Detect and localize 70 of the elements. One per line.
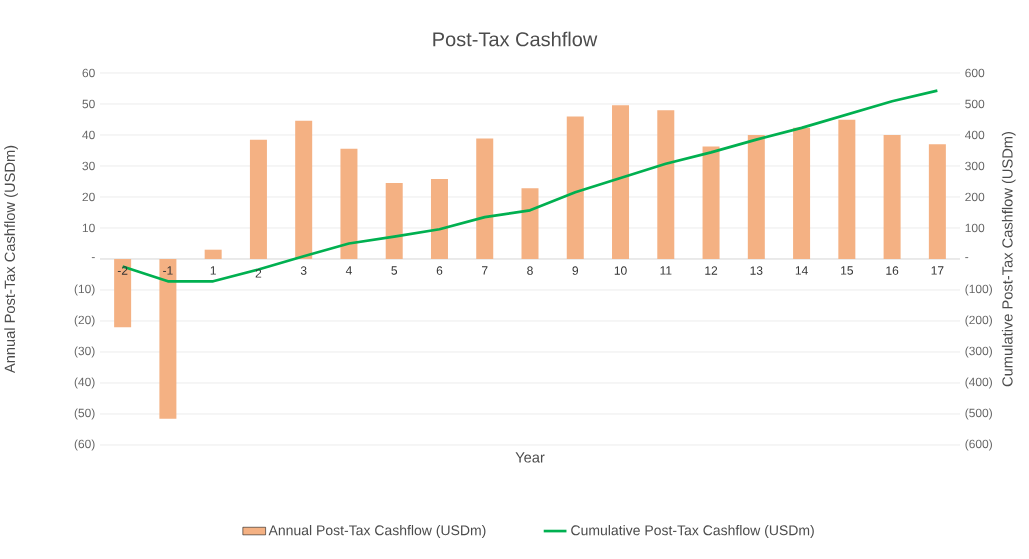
y-tick-label: (10) bbox=[74, 284, 95, 296]
x-tick-label: 10 bbox=[614, 266, 627, 275]
bar bbox=[612, 105, 630, 259]
bar bbox=[114, 258, 132, 328]
y2-tick-label: 300 bbox=[965, 161, 985, 171]
y-tick-label: 60 bbox=[82, 68, 95, 78]
x-tick-label: 15 bbox=[841, 266, 854, 275]
y-tick-label: 20 bbox=[82, 192, 95, 202]
y-tick-label: 40 bbox=[82, 130, 95, 140]
x-tick-label: 6 bbox=[436, 266, 443, 275]
bar bbox=[249, 139, 267, 259]
y-axis-title: Annual Post-Tax Cashflow (USDm) bbox=[4, 145, 18, 374]
x-tick-label: 5 bbox=[391, 266, 398, 275]
bar bbox=[657, 110, 675, 259]
y2-tick-label: 100 bbox=[965, 223, 985, 233]
x-tick-label: 14 bbox=[795, 266, 808, 275]
bar bbox=[159, 258, 177, 419]
legend-label: Annual Post-Tax Cashflow (USDm) bbox=[268, 524, 486, 539]
x-tick-label: 11 bbox=[660, 266, 672, 275]
y2-tick-label: (200) bbox=[965, 315, 992, 327]
y2-axis-title: Cumulative Post-Tax Cashflow (USDm) bbox=[1001, 131, 1016, 387]
bar bbox=[430, 179, 448, 259]
y2-tick-label: (600) bbox=[965, 439, 992, 451]
x-tick-label: -2 bbox=[117, 266, 128, 275]
bar bbox=[928, 144, 946, 259]
bar bbox=[385, 183, 403, 259]
x-tick-label: 3 bbox=[300, 266, 307, 275]
bar bbox=[204, 249, 222, 259]
bar bbox=[566, 116, 584, 259]
y2-tick-label: (500) bbox=[965, 408, 992, 420]
x-tick-label: 13 bbox=[750, 266, 763, 275]
x-tick-label: 12 bbox=[705, 266, 718, 275]
bar bbox=[702, 146, 720, 259]
y-tick-label: 10 bbox=[82, 223, 95, 233]
y2-tick-label: (300) bbox=[965, 346, 992, 358]
y-tick-label: (40) bbox=[74, 377, 95, 389]
y-tick-label: (50) bbox=[74, 408, 95, 420]
x-tick-label: 7 bbox=[482, 266, 488, 275]
x-tick-label: 16 bbox=[886, 266, 899, 275]
y2-tick-label: (100) bbox=[965, 284, 992, 296]
bar bbox=[838, 119, 856, 259]
y-tick-label: - bbox=[91, 257, 95, 259]
bar bbox=[295, 120, 313, 259]
bar bbox=[476, 138, 494, 259]
y2-tick-label: 400 bbox=[964, 130, 985, 140]
bar bbox=[793, 127, 811, 259]
x-tick-label: -1 bbox=[163, 266, 173, 275]
y-tick-label: (20) bbox=[74, 315, 95, 327]
y-tick-label: 30 bbox=[82, 161, 95, 171]
bar bbox=[747, 134, 765, 259]
y-tick-label: (30) bbox=[74, 346, 95, 358]
bar bbox=[340, 148, 358, 259]
x-tick-label: 2 bbox=[255, 269, 262, 278]
y-tick-label: 50 bbox=[82, 99, 95, 109]
y2-tick-label: 200 bbox=[965, 192, 985, 202]
x-tick-label: 9 bbox=[572, 266, 579, 275]
x-tick-label: 4 bbox=[345, 266, 352, 275]
bar bbox=[521, 188, 539, 259]
x-tick-label: 17 bbox=[931, 266, 944, 275]
legend-label: Cumulative Post-Tax Cashflow (USDm) bbox=[571, 524, 814, 539]
x-axis-title: Year bbox=[515, 452, 545, 463]
y2-tick-label: 600 bbox=[965, 68, 985, 78]
y2-tick-label: (400) bbox=[965, 377, 992, 389]
y-tick-label: (60) bbox=[74, 439, 95, 451]
x-tick-label: 8 bbox=[527, 266, 533, 275]
y2-tick-label: 500 bbox=[965, 99, 985, 109]
bar bbox=[883, 134, 901, 259]
y2-tick-label: - bbox=[965, 257, 969, 259]
chart-title: Post-Tax Cashflow bbox=[433, 31, 598, 47]
x-tick-label: 1 bbox=[210, 266, 216, 275]
